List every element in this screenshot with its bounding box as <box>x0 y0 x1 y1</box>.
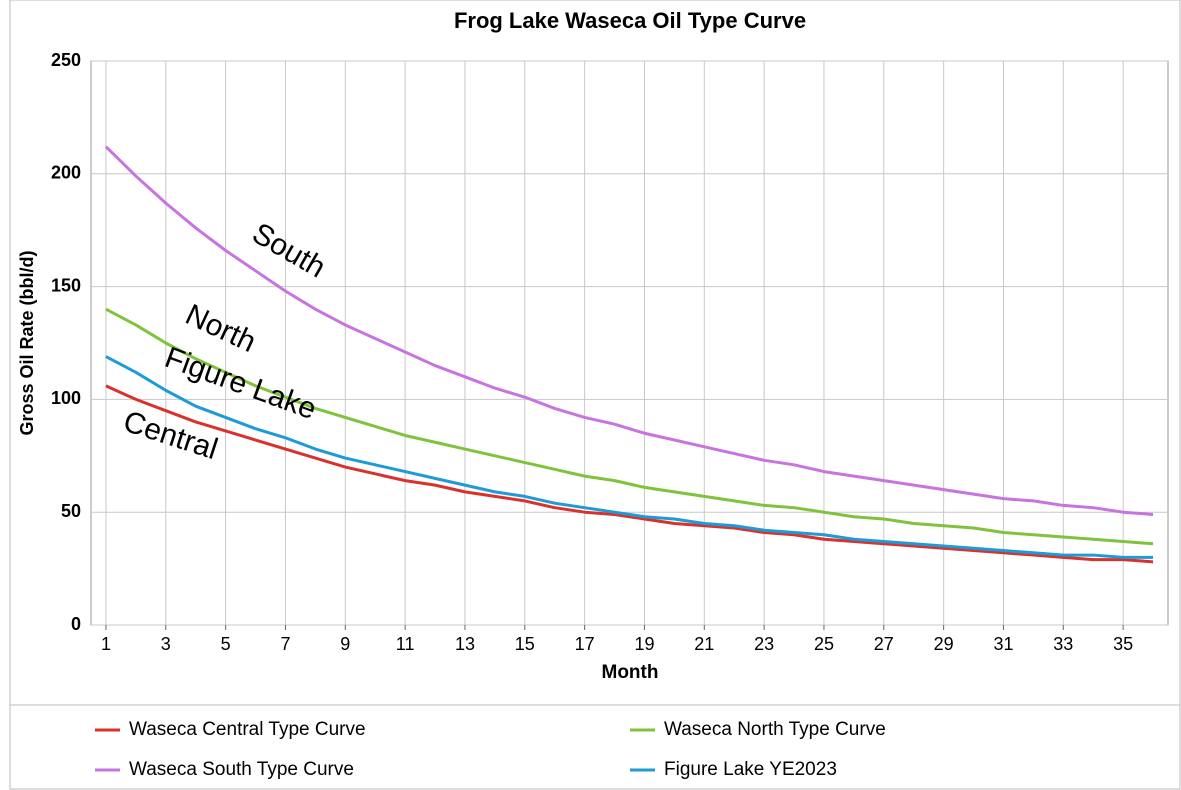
x-tick-label: 9 <box>340 634 350 654</box>
series-line <box>105 384 1154 564</box>
y-tick-label: 100 <box>51 388 81 408</box>
x-tick-label: 35 <box>1113 634 1133 654</box>
x-tick-label: 27 <box>874 634 894 654</box>
legend-label: Waseca South Type Curve <box>129 759 354 780</box>
x-tick-label: 31 <box>993 634 1013 654</box>
x-tick-label: 13 <box>455 634 475 654</box>
x-tick-label: 17 <box>575 634 595 654</box>
y-tick-label: 250 <box>51 50 81 70</box>
legend-label: Figure Lake YE2023 <box>664 759 837 780</box>
x-tick-label: 15 <box>515 634 535 654</box>
x-axis-label: Month <box>602 662 659 683</box>
x-tick-label: 29 <box>934 634 954 654</box>
x-tick-label: 3 <box>161 634 171 654</box>
y-tick-label: 0 <box>71 614 81 634</box>
x-tick-label: 5 <box>221 634 231 654</box>
series-line <box>105 307 1154 546</box>
series-line <box>104 145 1154 516</box>
legend-label: Waseca Central Type Curve <box>129 719 366 740</box>
y-tick-label: 150 <box>51 275 81 295</box>
x-tick-label: 25 <box>814 634 834 654</box>
x-tick-label: 23 <box>754 634 774 654</box>
y-tick-label: 50 <box>61 501 81 521</box>
x-tick-label: 21 <box>694 634 714 654</box>
x-tick-label: 11 <box>396 634 415 654</box>
y-axis-label: Gross Oil Rate (bbl/d) <box>17 250 37 435</box>
legend-label: Waseca North Type Curve <box>664 719 886 740</box>
x-tick-label: 19 <box>634 634 654 654</box>
x-tick-label: 33 <box>1053 634 1073 654</box>
x-tick-label: 1 <box>101 634 111 654</box>
chart-title: Frog Lake Waseca Oil Type Curve <box>454 8 806 33</box>
y-tick-label: 200 <box>51 163 81 183</box>
series-line <box>105 355 1154 559</box>
x-tick-label: 7 <box>280 634 290 654</box>
